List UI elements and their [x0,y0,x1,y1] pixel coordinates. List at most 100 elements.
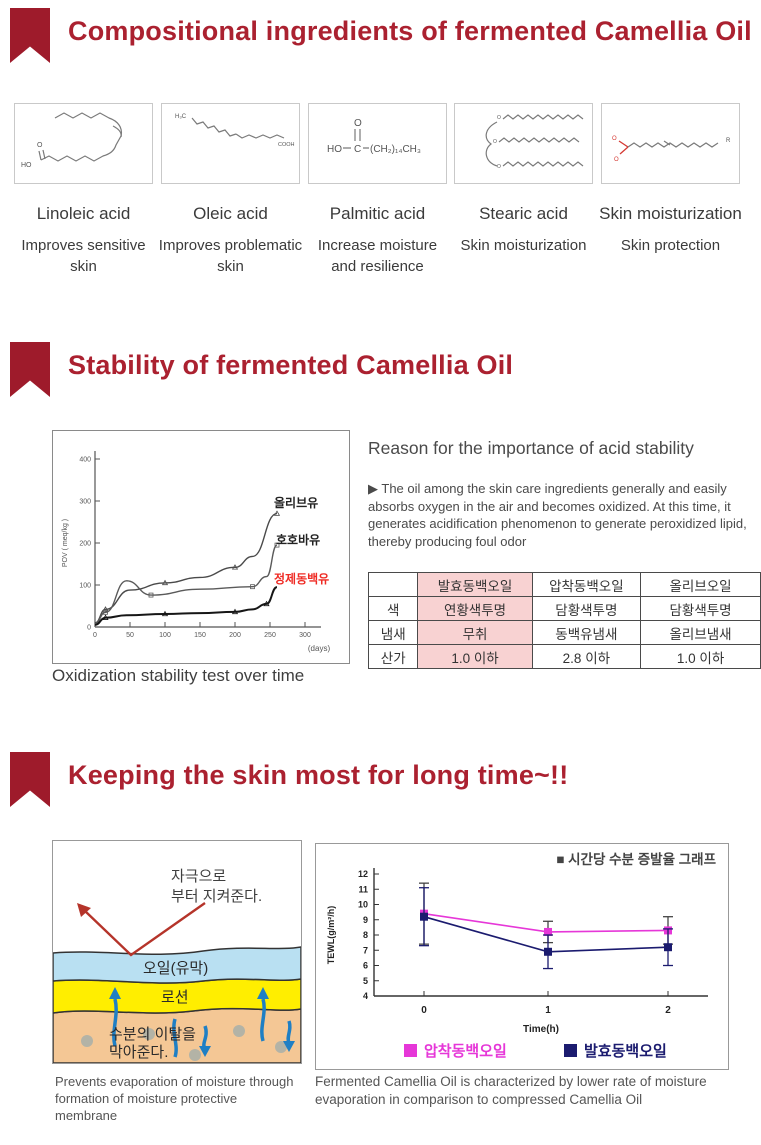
table-header-cell: 발효동백오일 [417,572,533,597]
ingredient-card-palmitic: HO C O (CH₂)₁₄CH₃ Palmitic acid Increase… [304,103,451,277]
tewl-chart-caption: Fermented Camellia Oil is characterized … [315,1074,707,1107]
ingredient-card-oleic: H₃C COOH Oleic acid Improves problematic… [157,103,304,277]
skin-cell-dots [81,1025,287,1061]
protect-label-line2: 부터 지켜준다. [171,888,262,905]
ingredient-card-moisturization: O O R Skin moisturization Skin protectio… [597,103,744,256]
table-row: 냄새 무취 동백유냄새 올리브냄새 [367,620,761,645]
table-cell: 산가 [367,644,419,669]
ingredient-card-stearic: O O O Stearic acid Skin moisturization [450,103,597,256]
table-cell: 1.0 이하 [417,644,533,669]
ribbon-bookmark-icon [10,342,50,397]
table-cell: 담황색투명 [531,596,642,621]
irritation-arrow [77,902,206,957]
section3-header: Keeping the skin most for long time~!! [10,752,568,807]
linoleic-ho-label: HO [21,162,32,169]
oleic-acid-structure-image: H₃C COOH [161,103,300,184]
svg-text:2: 2 [665,1005,671,1016]
moist-o-top-label: O [612,136,617,142]
table-cell: 연황색투명 [417,596,533,621]
ribbon-bookmark-icon [10,752,50,807]
triglyceride-o3-label: O [497,164,501,170]
ingredient-card-linoleic: O HO Linoleic acid Improves sensitive sk… [10,103,157,277]
table-cell: 올리브냄새 [640,620,761,645]
table-header-cell: 압착동백오일 [531,572,642,597]
table-cell: 1.0 이하 [640,644,761,669]
svg-text:압착동백오일: 압착동백오일 [424,1043,507,1060]
svg-text:8: 8 [363,930,368,940]
svg-text:5: 5 [363,976,368,986]
triglyceride-o1-label: O [497,115,501,121]
svg-text:300: 300 [79,499,91,506]
svg-text:200: 200 [229,632,241,639]
triglyceride-o2-label: O [493,139,497,145]
svg-text:200: 200 [79,541,91,548]
table-cell: 2.8 이하 [531,644,642,669]
table-header-cell: 올리브오일 [640,572,761,597]
svg-text:10: 10 [358,900,368,910]
oil-layer-label: 오일(유막) [143,960,208,977]
svg-text:1: 1 [545,1005,551,1016]
svg-text:올리브유: 올리브유 [274,495,318,510]
table-cell: 담황색투명 [640,596,761,621]
svg-text:300: 300 [299,632,311,639]
svg-text:발효동백오일: 발효동백오일 [584,1043,667,1060]
svg-text:50: 50 [126,632,134,639]
svg-text:TEWL(g/m²/h): TEWL(g/m²/h) [326,906,336,964]
svg-text:4: 4 [363,991,368,1001]
table-row: 산가 1.0 이하 2.8 이하 1.0 이하 [367,644,761,669]
ingredient-benefit: Skin moisturization [460,237,587,254]
svg-text:9: 9 [363,915,368,925]
palmitic-ho-label: HO [327,144,342,155]
table-cell: 동백유냄새 [531,620,642,645]
pov-stability-chart-box: 0 100 200 300 400 0 50 100 150 200 250 300 POV ( meq… [52,430,350,664]
palmitic-chain-label: (CH₂)₁₄CH₃ [370,144,421,155]
ingredient-benefit: Increase moisture and resilience [317,237,438,275]
table-row: 색 연황색투명 담황색투명 담황색투명 [367,596,761,621]
ingredient-name: Palmitic acid [329,204,426,223]
svg-text:12: 12 [358,869,368,879]
diagram-caption: Prevents evaporation of moisture through… [55,1074,294,1123]
protect-label-line1: 자극으로 [171,868,226,885]
skin-layer-diagram: 자극으로 부터 지켜준다. 오일(유막) 로션 수분의 이탈을 막아준다. [52,840,302,1064]
section2-header: Stability of fermented Camellia Oil [10,342,513,397]
ingredient-name: Stearic acid [479,204,568,223]
svg-text:11: 11 [358,884,368,894]
palmitic-acid-structure-image: HO C O (CH₂)₁₄CH₃ [308,103,447,184]
svg-text:호호바유: 호호바유 [276,532,320,547]
section2-title: Stability of fermented Camellia Oil [68,350,514,380]
linoleic-acid-structure-image: O HO [14,103,153,184]
svg-text:0: 0 [421,1005,427,1016]
moisture-label-line1: 수분의 이탈을 [109,1026,196,1043]
moist-o-bottom-label: O [614,157,619,163]
palmitic-c-label: C [354,144,361,155]
tewl-evaporation-chart-box: ■ 시간당 수분 증발율 그래프 4 5 6 7 8 9 10 11 12 0 1 2 TEWL(g/m²… [315,843,729,1070]
lotion-layer-label: 로션 [161,989,189,1006]
table-cell: 색 [367,596,419,621]
acid-stability-heading: Reason for the importance of acid stabil… [368,438,694,458]
table-cell: 냄새 [367,620,419,645]
section1-header: Compositional ingredients of fermented C… [10,8,752,63]
ingredient-benefit: Skin protection [620,237,721,254]
svg-text:0: 0 [87,625,91,632]
fatty-acid-structure-image: O O R [601,103,740,184]
svg-text:6: 6 [363,961,368,971]
svg-text:(days): (days) [308,644,331,653]
svg-text:POV ( meq/kg ): POV ( meq/kg ) [62,519,69,567]
moisture-arrows [109,987,295,1058]
section1-title: Compositional ingredients of fermented C… [68,16,752,46]
ingredient-name: Oleic acid [193,204,268,223]
svg-text:250: 250 [264,632,276,639]
ribbon-bookmark-icon [10,8,50,63]
acid-stability-paragraph: ▶ The oil among the skin care ingredient… [368,481,747,549]
ingredient-benefit: Improves sensitive skin [21,237,146,275]
table-cell: 무취 [417,620,533,645]
table-header-cell [367,572,419,597]
svg-text:■ 시간당 수분 증발율 그래프: ■ 시간당 수분 증발율 그래프 [556,851,716,867]
oleic-h3c-label: H₃C [175,114,187,120]
svg-text:7: 7 [363,945,368,955]
svg-text:정제동백유: 정제동백유 [274,571,329,586]
svg-text:100: 100 [159,632,171,639]
pov-chart-caption: Oxidization stability test over time [52,666,305,685]
